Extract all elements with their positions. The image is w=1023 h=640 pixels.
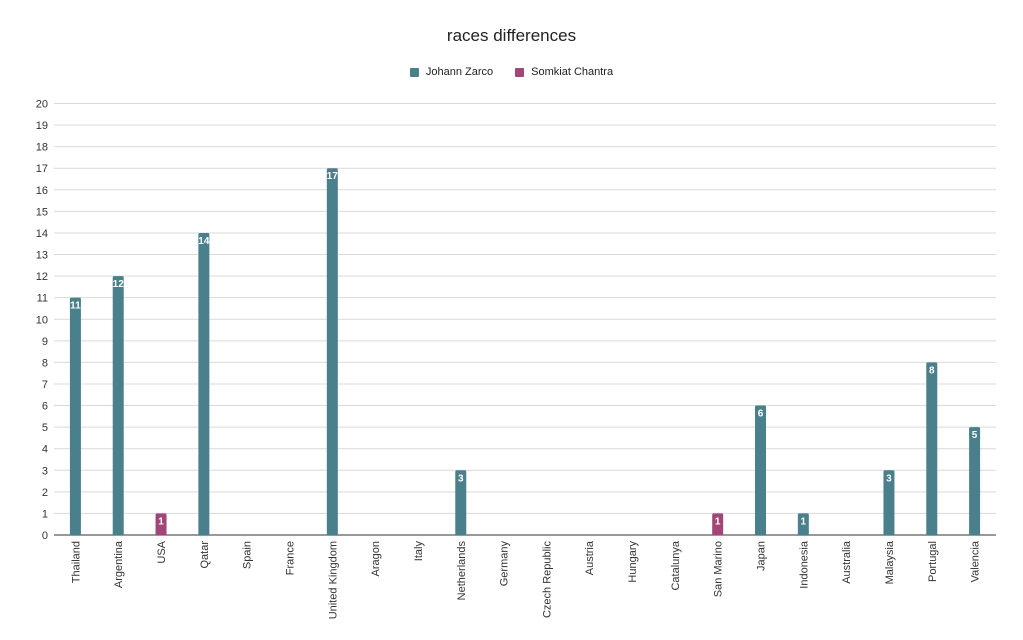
bar-johann-zarco-malaysia[interactable]	[883, 470, 895, 535]
x-tick-label: United Kingdom	[327, 541, 339, 619]
bar-johann-zarco-netherlands[interactable]	[455, 470, 467, 535]
legend-swatch-johann-zarco	[409, 67, 419, 77]
y-tick-label: 6	[42, 401, 48, 413]
x-tick-label: Qatar	[199, 541, 211, 569]
bar-somkiat-chantra-san-marino[interactable]	[712, 513, 724, 535]
data-label: 3	[886, 473, 892, 484]
bars-layer	[69, 168, 981, 535]
x-tick-label: Malaysia	[884, 540, 896, 584]
chart-title: races differences	[446, 26, 577, 45]
data-label: 12	[113, 279, 125, 290]
axis-layer: 01234567891011121314151617181920Thailand…	[36, 99, 982, 620]
x-tick-label: Czech Republic	[541, 541, 553, 619]
data-label: 17	[327, 171, 339, 182]
y-tick-label: 17	[36, 163, 48, 175]
x-tick-label: Australia	[841, 540, 853, 584]
y-tick-label: 11	[37, 293, 48, 305]
x-tick-label: Thailand	[70, 541, 82, 583]
y-tick-label: 3	[42, 465, 48, 477]
legend-swatch-somkiat-chantra	[515, 67, 525, 77]
x-tick-label: Italy	[413, 541, 425, 562]
x-tick-label: Austria	[584, 540, 596, 575]
data-label: 1	[158, 516, 164, 527]
x-tick-label: Germany	[499, 541, 511, 587]
x-tick-label: Catalunya	[670, 540, 682, 590]
bar-johann-zarco-valencia[interactable]	[969, 427, 981, 535]
x-tick-label: Aragon	[370, 541, 382, 576]
y-tick-label: 15	[36, 206, 48, 218]
data-label: 14	[198, 236, 210, 247]
y-tick-label: 13	[36, 250, 48, 262]
y-tick-label: 20	[36, 99, 48, 111]
y-tick-label: 2	[42, 487, 48, 499]
x-tick-label: Japan	[756, 541, 768, 571]
x-tick-label: Argentina	[113, 540, 125, 588]
data-label: 5	[972, 430, 978, 441]
y-tick-label: 7	[42, 379, 48, 391]
y-tick-label: 8	[42, 357, 48, 369]
data-label: 3	[458, 473, 464, 484]
legend-item-somkiat-chantra[interactable]: Somkiat Chantra	[515, 66, 613, 78]
data-label: 1	[801, 516, 807, 527]
data-label: 1	[715, 516, 721, 527]
bar-johann-zarco-qatar[interactable]	[198, 232, 210, 535]
data-label: 6	[758, 409, 764, 420]
y-tick-label: 5	[42, 422, 48, 434]
x-tick-label: San Marino	[713, 541, 725, 597]
bar-johann-zarco-japan[interactable]	[755, 405, 766, 535]
x-tick-label: France	[285, 541, 297, 575]
y-tick-label: 16	[36, 185, 48, 197]
y-tick-label: 18	[36, 142, 48, 154]
bar-johann-zarco-portugal[interactable]	[926, 362, 938, 535]
legend-label-somkiat-chantra: Somkiat Chantra	[531, 66, 614, 78]
y-tick-label: 19	[36, 120, 48, 132]
y-tick-label: 12	[36, 271, 48, 283]
y-tick-label: 9	[42, 336, 48, 348]
grid-layer	[54, 103, 996, 536]
legend-label-johann-zarco: Johann Zarco	[425, 66, 494, 78]
y-tick-label: 4	[42, 444, 48, 456]
legend: Johann Zarco Somkiat Chantra	[0, 66, 1023, 78]
x-tick-label: Spain	[242, 541, 254, 569]
bar-johann-zarco-thailand[interactable]	[69, 297, 81, 535]
bar-johann-zarco-indonesia[interactable]	[797, 513, 809, 535]
y-tick-label: 14	[36, 228, 48, 240]
bar-johann-zarco-united-kingdom[interactable]	[326, 168, 338, 535]
x-tick-label: Valencia	[970, 540, 982, 582]
x-tick-label: Netherlands	[456, 541, 468, 601]
bar-somkiat-chantra-usa[interactable]	[155, 513, 167, 535]
x-tick-label: Hungary	[627, 541, 639, 583]
x-tick-label: USA	[156, 540, 168, 563]
y-tick-label: 10	[36, 314, 48, 326]
x-tick-label: Portugal	[927, 541, 939, 582]
data-label: 11	[70, 301, 81, 312]
y-tick-label: 0	[42, 530, 48, 542]
y-tick-label: 1	[42, 508, 48, 520]
data-label: 8	[929, 365, 935, 376]
legend-item-johann-zarco[interactable]: Johann Zarco	[409, 66, 494, 78]
x-tick-label: Indonesia	[798, 540, 810, 589]
bar-johann-zarco-argentina[interactable]	[112, 276, 124, 535]
